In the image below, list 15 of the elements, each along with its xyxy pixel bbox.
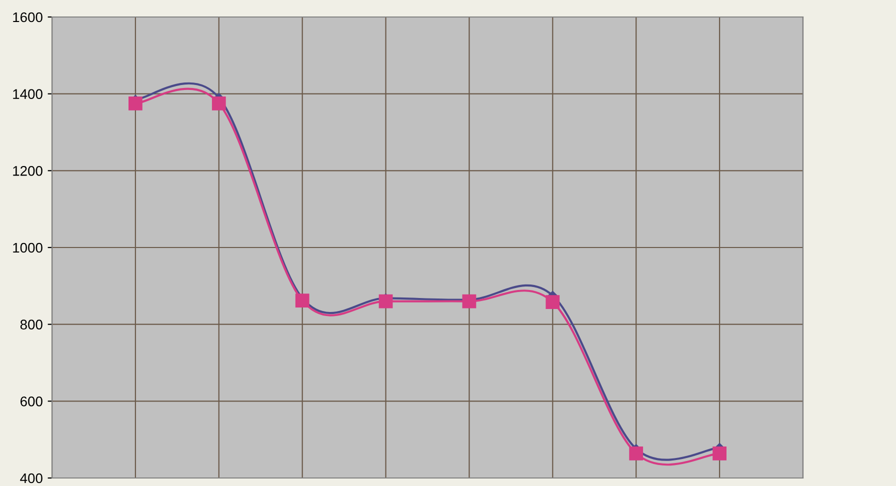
point	[629, 446, 644, 460]
y-tick-label: 800	[20, 320, 42, 330]
y-tick-label: 400	[20, 473, 42, 484]
y-tick-label: 1000	[13, 242, 42, 253]
point	[295, 294, 310, 308]
point	[546, 295, 560, 309]
y-tick-label: 1400	[13, 89, 42, 100]
point	[378, 294, 393, 308]
point	[212, 96, 226, 110]
point	[462, 294, 476, 308]
point	[128, 96, 142, 110]
y-tick-label: 1600	[13, 12, 42, 22]
y-tick-label: 600	[20, 396, 42, 406]
y-tick-label: 1200	[13, 166, 42, 176]
point	[712, 446, 726, 460]
